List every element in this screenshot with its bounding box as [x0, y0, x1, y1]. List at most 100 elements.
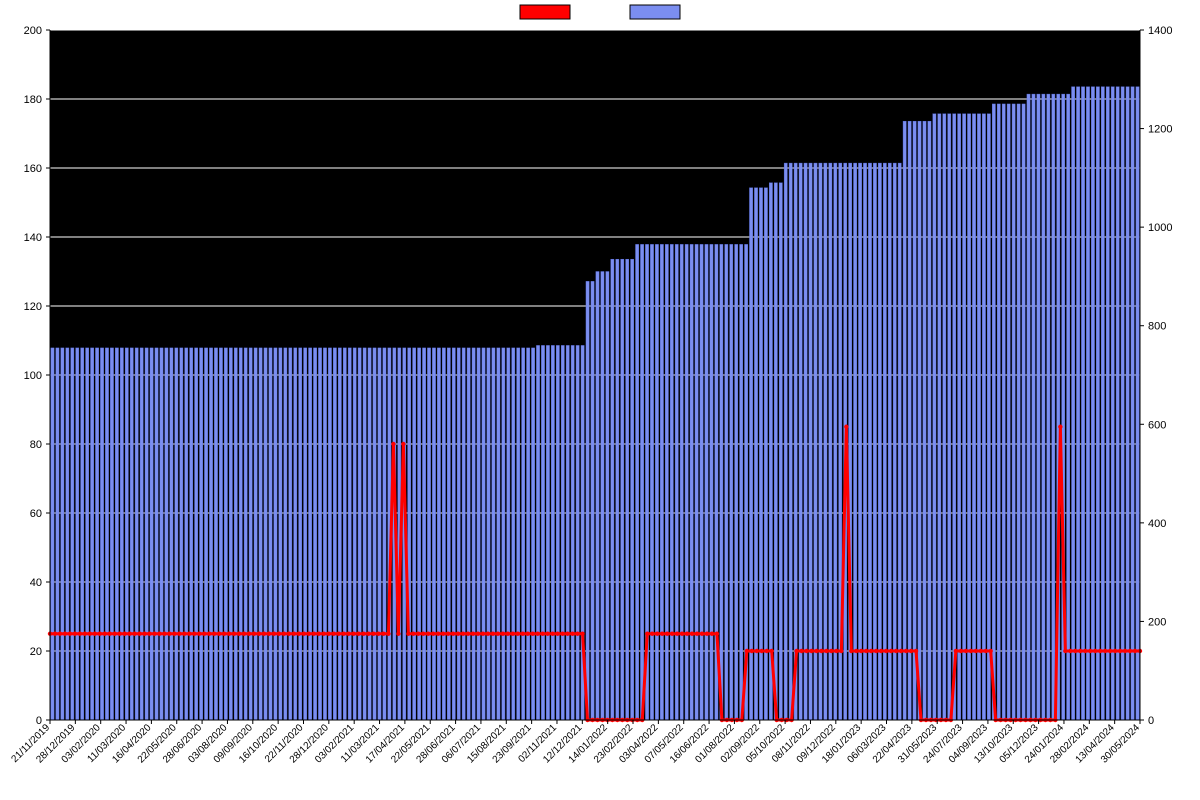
bar	[774, 183, 777, 720]
line-marker	[137, 632, 141, 636]
line-marker	[322, 632, 326, 636]
ytick-label-right: 600	[1148, 419, 1166, 431]
bar	[100, 348, 103, 720]
bar	[987, 114, 990, 720]
bar	[254, 348, 257, 720]
line-marker	[207, 632, 211, 636]
bar	[804, 163, 807, 720]
bar	[170, 348, 173, 720]
line-marker	[760, 649, 764, 653]
bar	[517, 348, 520, 720]
bar	[626, 259, 629, 720]
bar	[561, 345, 564, 720]
line-marker	[665, 632, 669, 636]
bar	[794, 163, 797, 720]
bar	[829, 163, 832, 720]
line-marker	[859, 649, 863, 653]
bar	[81, 348, 84, 720]
bar	[918, 121, 921, 720]
bar	[1017, 104, 1020, 720]
bar	[279, 348, 282, 720]
bar	[556, 345, 559, 720]
bar	[824, 163, 827, 720]
bar	[655, 244, 658, 720]
legend-swatch	[630, 5, 680, 19]
line-marker	[560, 632, 564, 636]
line-marker	[655, 632, 659, 636]
line-marker	[167, 632, 171, 636]
bar	[95, 348, 98, 720]
bar	[502, 348, 505, 720]
bar	[636, 244, 639, 720]
line-marker	[476, 632, 480, 636]
bar	[284, 348, 287, 720]
bar	[546, 345, 549, 720]
bar	[814, 163, 817, 720]
bar	[110, 348, 113, 720]
line-marker	[849, 649, 853, 653]
line-marker	[327, 632, 331, 636]
line-marker	[555, 632, 559, 636]
line-marker	[869, 649, 873, 653]
bar	[264, 348, 267, 720]
line-marker	[1063, 649, 1067, 653]
bar	[898, 163, 901, 720]
dual-axis-chart: 0204060801001201401601802000200400600800…	[0, 0, 1200, 800]
bar	[1052, 94, 1055, 720]
bar	[497, 348, 500, 720]
bar	[1037, 94, 1040, 720]
line-marker	[884, 649, 888, 653]
line-marker	[182, 632, 186, 636]
line-marker	[451, 632, 455, 636]
bar	[145, 348, 148, 720]
line-marker	[526, 632, 530, 636]
bar	[972, 114, 975, 720]
line-marker	[1123, 649, 1127, 653]
line-marker	[769, 649, 773, 653]
bar	[140, 348, 143, 720]
chart-svg: 0204060801001201401601802000200400600800…	[0, 0, 1200, 800]
line-marker	[307, 632, 311, 636]
bar	[764, 188, 767, 720]
line-marker	[312, 632, 316, 636]
bar	[953, 114, 956, 720]
bar	[462, 348, 465, 720]
line-marker	[162, 632, 166, 636]
line-marker	[73, 632, 77, 636]
line-marker	[411, 632, 415, 636]
bar	[948, 114, 951, 720]
line-marker	[799, 649, 803, 653]
bar	[938, 114, 941, 720]
bar	[586, 281, 589, 720]
line-marker	[441, 632, 445, 636]
bar	[155, 348, 158, 720]
line-marker	[765, 649, 769, 653]
bar	[888, 163, 891, 720]
ytick-label-left: 200	[24, 25, 42, 37]
bar	[566, 345, 569, 720]
bar	[1116, 87, 1119, 720]
bar	[913, 121, 916, 720]
bar	[1111, 87, 1114, 720]
bar	[432, 348, 435, 720]
line-marker	[341, 632, 345, 636]
line-marker	[361, 632, 365, 636]
bar	[541, 345, 544, 720]
bar	[690, 244, 693, 720]
line-marker	[317, 632, 321, 636]
bar	[299, 348, 302, 720]
line-marker	[680, 632, 684, 636]
bar	[943, 114, 946, 720]
line-marker	[113, 632, 117, 636]
ytick-label-right: 800	[1148, 321, 1166, 333]
line-marker	[839, 649, 843, 653]
line-marker	[1098, 649, 1102, 653]
bar	[536, 345, 539, 720]
line-marker	[536, 632, 540, 636]
bar	[150, 348, 153, 720]
line-marker	[1133, 649, 1137, 653]
bar	[1081, 87, 1084, 720]
line-marker	[212, 632, 216, 636]
line-marker	[516, 632, 520, 636]
bar	[1027, 94, 1030, 720]
